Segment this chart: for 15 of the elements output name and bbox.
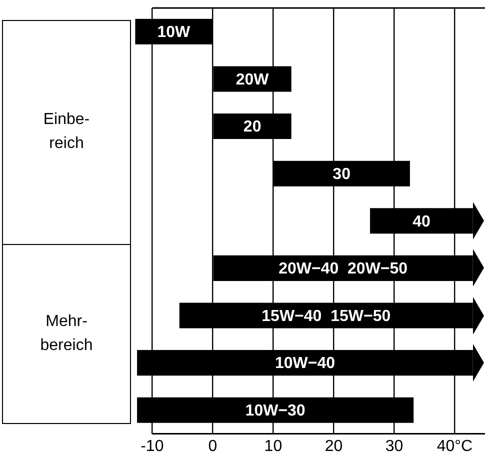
x-tick-label: 0 [208,438,218,455]
y-tick-label: 15W−40 15W−50 [262,308,391,325]
y-tick-label: 20 [243,118,262,136]
x-tick-label: 40°C [436,438,473,455]
x-tick-label: -10 [140,438,164,455]
text: Einbe-reich [42,110,91,154]
y-tick-label: 10W [157,24,191,42]
x-tick-label: 10 [264,438,282,455]
y-tick-label: 40 [412,213,430,230]
y-tick-label: 10W−30 [245,402,306,420]
y-tick-label: 20W−40 20W−50 [278,260,408,278]
text: Mehr-bereich [39,312,94,356]
y-tick-label: 10W−40 [274,355,336,372]
x-tick-label: 30 [385,438,404,455]
y-tick-label: 20W [236,71,270,88]
